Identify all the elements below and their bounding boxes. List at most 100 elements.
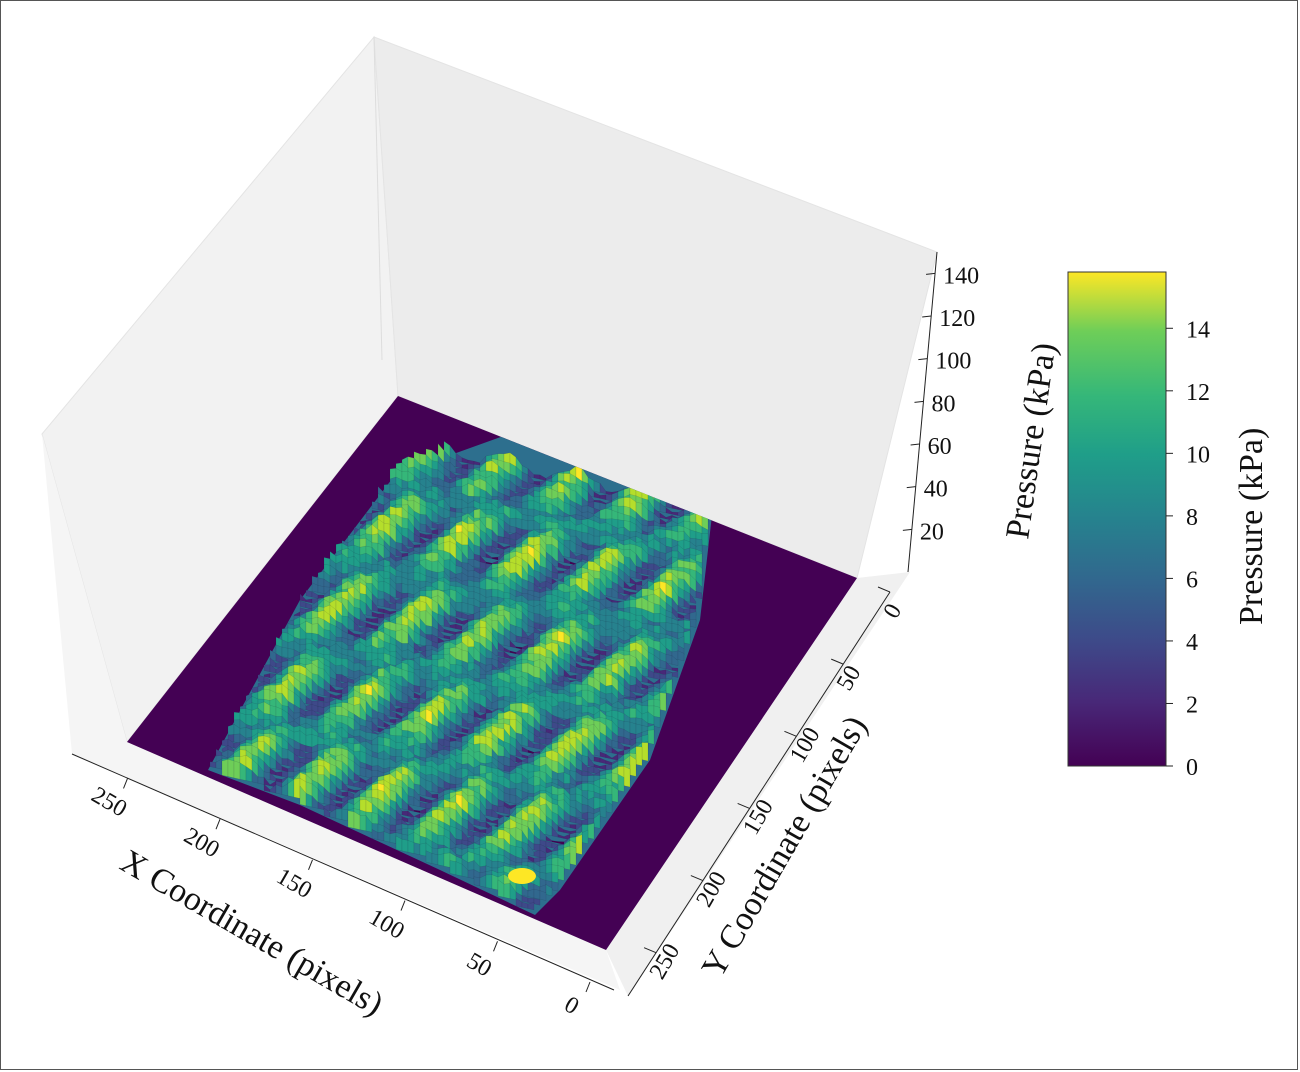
surface-facet (551, 721, 559, 730)
y-tick-label: 0 (879, 600, 908, 623)
surface-facet (419, 523, 427, 533)
colorbar-tick-label: 2 (1186, 692, 1198, 718)
z-tick-label: 40 (924, 477, 948, 503)
surface-facet (521, 519, 529, 531)
surface-facet (317, 585, 325, 594)
surface-facet (377, 831, 385, 842)
surface-facet (515, 626, 523, 638)
surface-facet (665, 678, 673, 695)
surface-facet (389, 602, 397, 610)
surface-facet (605, 587, 613, 598)
surface-facet (503, 792, 511, 803)
surface-facet (431, 742, 439, 751)
surface-facet (629, 684, 637, 693)
surface-facet (599, 806, 607, 818)
surface-facet (425, 625, 433, 636)
surface-facet (497, 536, 505, 544)
z-tick-mark (922, 315, 932, 318)
surface-facet (407, 795, 415, 806)
surface-facet (623, 766, 631, 788)
surface-facet (305, 734, 313, 748)
surface-facet (587, 766, 595, 774)
surface-facet (281, 747, 289, 760)
surface-facet (401, 583, 409, 595)
surface-facet (497, 805, 505, 814)
colorbar-tick-label: 10 (1186, 442, 1210, 468)
surface-facet (329, 575, 337, 585)
surface-facet (605, 494, 613, 502)
surface-facet (575, 834, 583, 855)
surface-facet (335, 808, 343, 820)
surface-facet (695, 580, 703, 594)
surface-facet (689, 619, 697, 628)
surface-facet (263, 664, 271, 672)
colorbar-tick-label: 6 (1186, 567, 1198, 593)
surface-facet (371, 501, 379, 510)
surface-facet (611, 740, 619, 749)
x-tick-label: 250 (87, 782, 131, 823)
surface-facet (683, 630, 691, 645)
z-tick-mark (918, 358, 928, 361)
surface-facet (341, 808, 349, 822)
surface-facet (551, 572, 559, 580)
x-tick-mark (308, 859, 313, 871)
surface-facet (419, 842, 427, 857)
surface-facet (653, 716, 661, 728)
surface-facet (227, 759, 235, 779)
surface-facet (413, 842, 421, 855)
surface-facet (587, 823, 595, 840)
surface-facet (551, 881, 559, 892)
surface-peak (508, 868, 536, 884)
surface-facet (635, 746, 643, 766)
surface-facet (491, 874, 499, 891)
z-tick-mark (910, 443, 920, 446)
colorbar-ticks: 0 2 4 6 8 10 12 14 (1166, 317, 1210, 781)
surface-facet (461, 467, 469, 476)
surface-facet (473, 702, 481, 713)
x-tick-label: 100 (364, 904, 408, 945)
surface-facet (533, 843, 541, 852)
surface-facet (569, 845, 577, 866)
surface-facet (413, 685, 421, 693)
surface-facet (533, 613, 541, 624)
surface-facet (227, 724, 235, 737)
z-tick-mark (914, 400, 924, 403)
surface-facet (281, 758, 289, 766)
z-tick-label: 80 (931, 391, 955, 417)
surface-facet (221, 759, 229, 777)
surface-facet (437, 853, 445, 867)
surface-facet (509, 794, 517, 805)
surface-facet (539, 623, 547, 631)
surface-facet (233, 760, 241, 780)
surface-facet (515, 635, 523, 644)
surface-facet (467, 869, 475, 879)
surface-facet (605, 636, 613, 646)
surface-facet (617, 773, 625, 792)
colorbar-label: Pressure (kPa) (1233, 428, 1270, 625)
surface-facet (695, 591, 703, 600)
surface-facet (317, 706, 325, 714)
colorbar-tick-label: 14 (1186, 317, 1210, 343)
surface-facet (401, 839, 409, 853)
surface-facet (233, 733, 241, 744)
surface-facet (257, 776, 265, 785)
x-tick-mark (123, 778, 128, 789)
z-tick-mark (902, 528, 912, 531)
surface-facet (449, 860, 457, 875)
surface-facet (431, 853, 439, 865)
pane-edge-vertical (373, 36, 383, 361)
z-tick-label: 140 (943, 263, 979, 289)
surface-facet (305, 745, 313, 754)
surface-facet (581, 532, 589, 544)
surface-facet (449, 496, 457, 509)
z-tick-label: 20 (920, 519, 944, 545)
surface-facet (461, 602, 469, 614)
z-tick-mark (906, 486, 916, 489)
surface-facet (485, 874, 493, 889)
z-tick-label: 100 (935, 349, 971, 375)
surface-facet (647, 563, 655, 571)
surface-facet (359, 766, 367, 778)
surface-facet (539, 714, 547, 727)
surface-facet (527, 902, 535, 911)
surface-facet (377, 598, 385, 608)
